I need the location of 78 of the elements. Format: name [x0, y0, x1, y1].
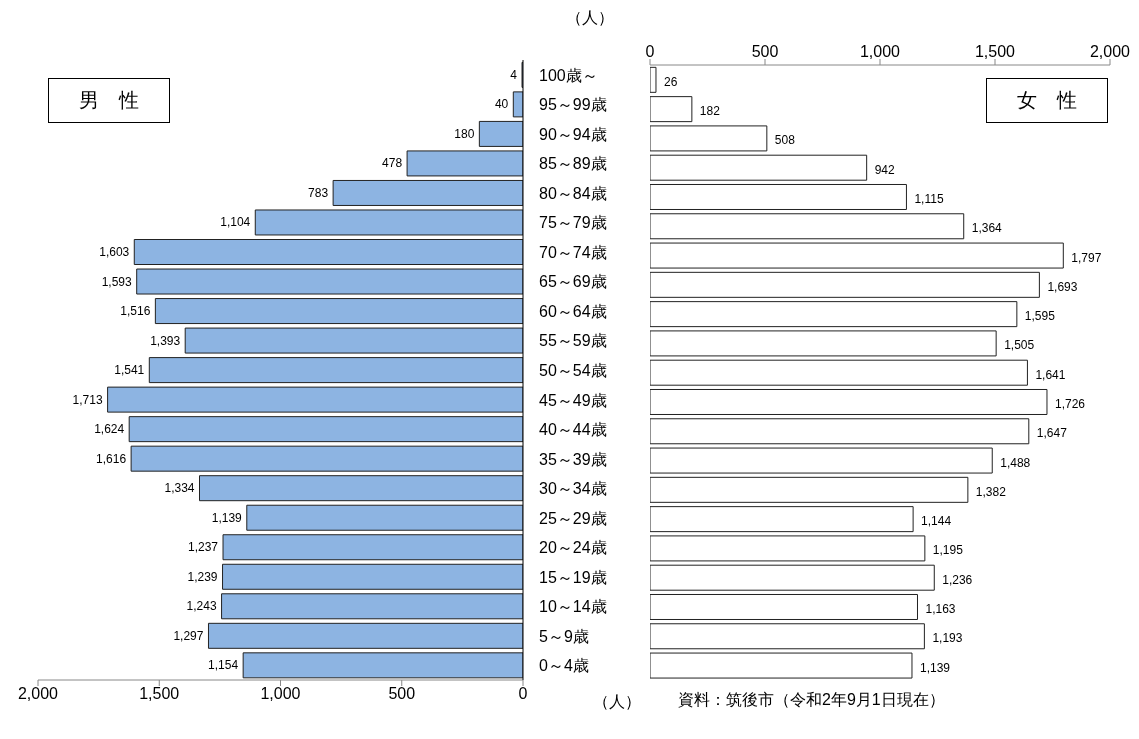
- y-tick-label: 20～24歳: [539, 539, 607, 557]
- y-tick-label: 95～99歳: [539, 96, 607, 114]
- data-label: 1,237: [188, 540, 219, 555]
- data-label: 1,139: [211, 510, 243, 525]
- data-label: 1,297: [173, 628, 204, 643]
- data-label: 180: [454, 126, 475, 141]
- data-label: 40: [494, 97, 509, 112]
- y-tick-label: 40～44歳: [539, 421, 607, 439]
- data-label: 1,624: [94, 422, 125, 437]
- data-label: 1,163: [925, 601, 956, 616]
- x-tick-label: 1,500: [974, 43, 1016, 60]
- y-tick-label: 30～34歳: [539, 480, 607, 498]
- data-label: 1,693: [1047, 279, 1078, 294]
- data-label: 1,154: [208, 658, 239, 673]
- data-label: 1,593: [101, 274, 133, 289]
- y-tick-label: 10～14歳: [539, 598, 607, 616]
- y-tick-label: 65～69歳: [539, 273, 607, 291]
- x-tick-label: 500: [388, 685, 416, 703]
- y-tick-label: 80～84歳: [539, 184, 607, 202]
- x-tick-label: 0: [518, 685, 528, 703]
- y-tick-label: 60～64歳: [539, 302, 607, 320]
- data-label: 1,115: [914, 191, 944, 206]
- text: 資料：筑後市（令和2年9月1日現在）: [678, 690, 945, 710]
- data-label: 1,334: [164, 481, 195, 496]
- x-tick-label: 1,000: [859, 43, 901, 60]
- y-tick-label: 75～79歳: [539, 214, 607, 232]
- data-label: 1,144: [921, 514, 952, 529]
- data-label: 1,713: [72, 392, 103, 407]
- data-label: 1,488: [1000, 455, 1031, 470]
- x-axis-title: （人）: [566, 8, 614, 28]
- data-label: 1,603: [99, 245, 130, 259]
- data-label: 1,139: [919, 660, 951, 675]
- y-tick-label: 45～49歳: [539, 391, 607, 409]
- data-label: 4: [510, 67, 518, 82]
- data-label: 26: [663, 74, 678, 89]
- data-label: 783: [308, 185, 329, 200]
- y-tick-label: 100歳～: [539, 66, 598, 84]
- x-tick-label: 500: [751, 43, 779, 60]
- x-tick-label: 1,000: [260, 685, 301, 703]
- data-label: 1,193: [932, 631, 963, 646]
- y-tick-label: 90～94歳: [539, 125, 607, 143]
- text: 女 性: [986, 78, 1108, 123]
- data-label: 182: [699, 104, 721, 119]
- data-label: 1,595: [1024, 309, 1056, 324]
- data-label: 1,236: [942, 572, 973, 587]
- y-tick-label: 5～9歳: [539, 627, 589, 645]
- data-label: 1,726: [1054, 396, 1086, 411]
- data-label: 478: [382, 156, 403, 171]
- x-axis-title: （人）: [593, 692, 641, 712]
- y-tick-label: 15～19歳: [539, 568, 607, 586]
- data-label: 1,616: [96, 451, 127, 466]
- data-label: 1,239: [187, 569, 218, 584]
- data-label: 1,516: [120, 304, 151, 319]
- y-tick-label: 85～89歳: [539, 155, 607, 173]
- data-label: 508: [774, 133, 796, 148]
- data-label: 1,243: [186, 599, 217, 614]
- data-label: 1,393: [150, 333, 181, 348]
- data-label: 1,104: [220, 215, 251, 230]
- x-tick-label: 0: [645, 43, 655, 60]
- data-label: 1,541: [114, 363, 145, 378]
- x-tick-label: 1,500: [139, 685, 180, 703]
- x-tick-label: 2,000: [1089, 43, 1131, 60]
- y-tick-label: 55～59歳: [539, 332, 607, 350]
- data-label: 1,797: [1071, 250, 1102, 265]
- data-label: 1,647: [1036, 426, 1068, 441]
- data-label: 942: [874, 162, 896, 177]
- x-tick-label: 2,000: [17, 685, 59, 703]
- data-label: 1,382: [975, 484, 1007, 499]
- text: 男 性: [48, 78, 170, 123]
- data-label: 1,195: [932, 543, 964, 558]
- data-label: 1,364: [971, 221, 1003, 236]
- data-label: 1,505: [1004, 338, 1035, 353]
- y-tick-label: 35～39歳: [539, 450, 607, 468]
- y-tick-label: 25～29歳: [539, 509, 607, 527]
- data-label: 1,641: [1035, 367, 1066, 382]
- y-tick-label: 50～54歳: [539, 362, 607, 379]
- y-tick-label: 70～74歳: [539, 243, 607, 261]
- y-tick-label: 0～4歳: [539, 657, 589, 675]
